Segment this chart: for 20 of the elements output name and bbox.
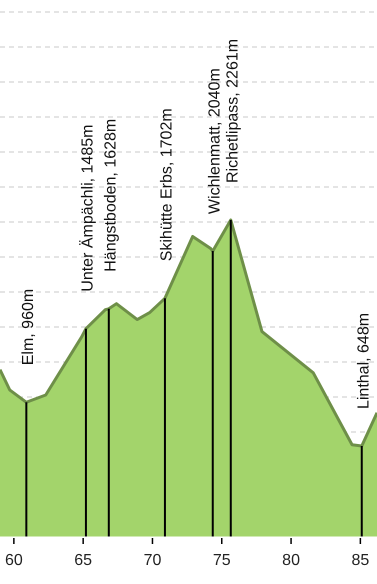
annotation: Elm, 960m [20, 288, 37, 366]
bar [164, 298, 166, 537]
bar [84, 328, 87, 537]
x-tick-label: 60 [4, 552, 23, 569]
x-tick-label: 70 [144, 552, 162, 569]
bar [25, 402, 28, 537]
x-tick-label: 75 [212, 552, 231, 569]
annotation: Unter Ämpächli, 1485m [78, 124, 97, 292]
bar [212, 251, 214, 537]
annotation: Skihütte Erbs, 1702m [158, 108, 176, 262]
annotation: Wichlenmatt, 2040m [206, 68, 224, 214]
x-tick-label: 80 [282, 552, 300, 569]
x-tick-label: 85 [351, 552, 370, 569]
annotation: Hängstboden, 1628m [102, 118, 120, 272]
bar [230, 220, 232, 537]
x-tick-label: 65 [74, 552, 92, 569]
bar [108, 308, 110, 537]
annotation: Linthal, 648m [355, 312, 372, 410]
bar [360, 446, 363, 537]
annotation: Richetlipass, 2261m [224, 38, 242, 183]
